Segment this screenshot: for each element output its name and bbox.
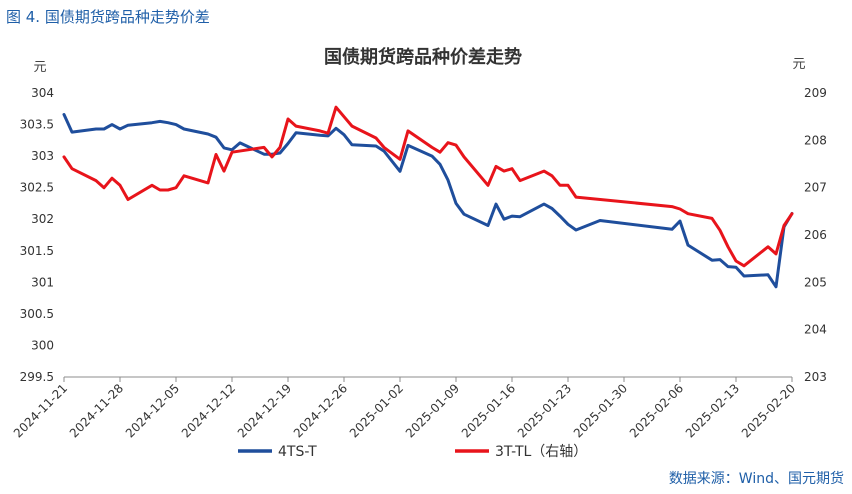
x-tick-label: 2025-02-20	[739, 381, 798, 440]
x-tick-label: 2024-12-12	[179, 381, 238, 440]
left-tick-label: 301	[31, 275, 54, 289]
x-tick-label: 2024-11-28	[67, 381, 126, 440]
x-tick-label: 2024-12-19	[235, 381, 294, 440]
figure-caption: 图 4. 国债期货跨品种走势价差	[6, 8, 210, 26]
left-tick-label: 301.5	[20, 244, 54, 258]
right-axis-unit: 元	[792, 57, 805, 72]
legend: 4TS-T 3T-TL（右轴）	[238, 444, 587, 460]
left-tick-label: 302.5	[20, 181, 54, 195]
x-tick-label: 2025-01-30	[571, 381, 630, 440]
legend-label-3t-tl: 3T-TL（右轴）	[495, 444, 587, 460]
left-tick-label: 302	[31, 212, 54, 226]
right-axis-ticks: 203 204 205 206 207 208 209	[804, 86, 827, 384]
legend-label-4ts-t: 4TS-T	[278, 444, 317, 460]
x-tick-label: 2025-01-09	[403, 381, 462, 440]
series-lines	[62, 105, 794, 289]
right-tick-label: 207	[804, 181, 827, 195]
x-tick-label: 2025-02-06	[627, 381, 686, 440]
right-tick-label: 204	[804, 323, 827, 337]
left-tick-label: 300	[31, 338, 54, 352]
left-tick-label: 300.5	[20, 307, 54, 321]
left-tick-label: 299.5	[20, 370, 54, 384]
left-tick-label: 303.5	[20, 118, 54, 132]
series-line-4ts-t	[62, 113, 794, 289]
left-axis-unit: 元	[33, 60, 46, 75]
x-tick-label: 2025-01-02	[347, 381, 406, 440]
x-tick-label: 2025-01-16	[459, 381, 518, 440]
x-tick-label: 2024-12-26	[291, 381, 350, 440]
x-tick-label: 2025-02-13	[683, 381, 742, 440]
x-axis-ticks: 2024-11-212024-11-282024-12-052024-12-12…	[11, 377, 798, 440]
x-tick-label: 2025-01-23	[515, 381, 574, 440]
x-tick-label: 2024-11-21	[11, 381, 70, 440]
right-tick-label: 206	[804, 228, 827, 242]
left-axis-ticks: 299.5 300 300.5 301 301.5 302 302.5 303 303.5 304	[20, 86, 54, 384]
x-tick-label: 2024-12-05	[123, 381, 182, 440]
source-note: 数据来源：Wind、国元期货	[668, 471, 844, 487]
right-tick-label: 205	[804, 275, 827, 289]
right-tick-label: 209	[804, 86, 827, 100]
series-line-3t-tl	[62, 105, 794, 268]
right-tick-label: 203	[804, 370, 827, 384]
left-tick-label: 303	[31, 149, 54, 163]
left-tick-label: 304	[31, 86, 54, 100]
right-tick-label: 208	[804, 133, 827, 147]
chart-title: 国债期货跨品种价差走势	[324, 46, 522, 68]
